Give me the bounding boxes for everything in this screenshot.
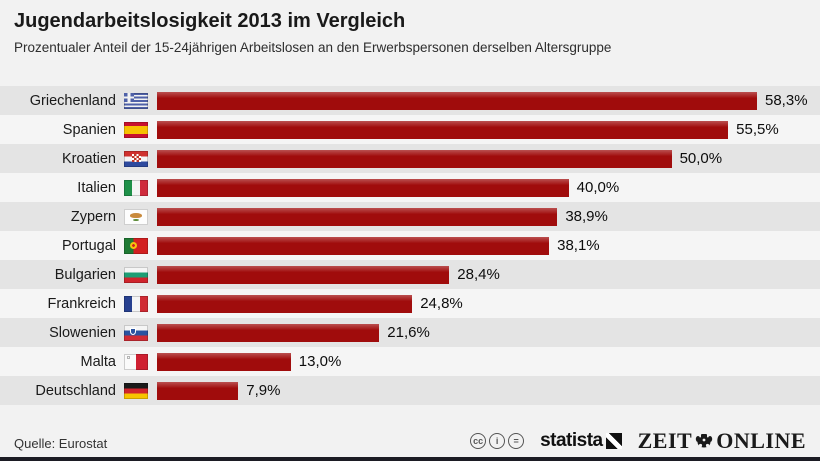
bar [157,178,569,197]
flag-greece-icon [124,92,148,109]
country-label: Portugal [61,237,116,254]
zeit-text-left: ZEIT [637,428,693,453]
footer-logos: cc i = statista ZEIT ONLINE [470,428,806,454]
chart-row: Spanien 55,5% [0,115,820,144]
cc-by-icon[interactable]: i [489,433,506,449]
chart-row: Bulgarien 28,4% [0,260,820,289]
chart-row: Zypern 38,9% [0,202,820,231]
statista-logo-mark-icon [605,433,622,449]
value-label: 21,6% [387,324,430,341]
flag-bulgaria-icon [124,266,148,283]
bar [157,352,291,371]
flag-italy-icon [124,179,148,196]
bar [157,381,239,400]
country-label: Kroatien [61,150,116,167]
flag-spain-icon [124,121,148,138]
bottom-strip [0,457,820,461]
bar-chart: Griechenland 58,3% Spanien 55,5% Kroatie… [0,86,820,405]
chart-row: Portugal 38,1% [0,231,820,260]
zeit-text-right: ONLINE [716,428,806,453]
country-label: Deutschland [35,382,116,399]
value-label: 58,3% [765,92,808,109]
cc-nd-icon[interactable]: = [508,433,525,449]
value-label: 28,4% [457,266,500,283]
flag-malta-icon [124,353,148,370]
bar [157,265,450,284]
bar [157,294,413,313]
chart-row: Griechenland 58,3% [0,86,820,115]
cc-cc-icon[interactable]: cc [470,433,487,449]
country-label: Italien [77,179,116,196]
country-label: Spanien [62,121,116,138]
cc-license-group[interactable]: cc i = [470,433,525,449]
flag-slovenia-icon [124,324,148,341]
chart-row: Slowenien 21,6% [0,318,820,347]
bar [157,207,558,226]
bar [157,120,729,139]
value-label: 7,9% [246,382,281,399]
value-label: 40,0% [576,179,620,196]
country-label: Bulgarien [54,266,116,283]
statista-logo[interactable]: statista [540,430,622,452]
bar [157,149,672,168]
source-label: Quelle: Eurostat [14,436,108,451]
country-label: Zypern [70,208,116,225]
flag-croatia-icon [124,150,148,167]
value-label: 24,8% [420,295,463,312]
flag-emblem [133,218,139,221]
chart-row: Italien 40,0% [0,173,820,202]
flag-emblem [131,154,141,162]
zeit-online-logo[interactable]: ZEIT ONLINE [638,428,806,454]
country-label: Malta [80,353,116,370]
value-label: 38,9% [565,208,608,225]
page-title: Jugendarbeitslosigkeit 2013 im Vergleich [14,10,406,32]
flag-emblem [127,355,130,359]
country-label: Griechenland [29,92,116,109]
page-subtitle: Prozentualer Anteil der 15-24jährigen Ar… [14,40,612,55]
flag-germany-icon [124,382,148,399]
chart-row: Malta 13,0% [0,347,820,376]
statista-logo-text: statista [540,430,603,451]
flag-emblem [124,92,134,102]
bar [157,236,550,255]
chart-row: Deutschland 7,9% [0,376,820,405]
value-label: 50,0% [679,150,723,167]
flag-emblem [130,327,136,335]
flag-emblem [130,242,137,249]
flag-france-icon [124,295,148,312]
value-label: 55,5% [736,121,779,138]
flag-emblem [130,212,142,218]
bar [157,323,380,342]
country-label: Slowenien [49,324,116,341]
country-label: Frankreich [47,295,117,312]
zeit-emblem-icon [696,434,713,448]
value-label: 38,1% [557,237,600,254]
value-label: 13,0% [298,353,342,370]
header: Jugendarbeitslosigkeit 2013 im Vergleich… [14,10,806,55]
flag-portugal-icon [124,237,148,254]
flag-cyprus-icon [124,208,148,225]
chart-row: Kroatien 50,0% [0,144,820,173]
chart-row: Frankreich 24,8% [0,289,820,318]
bar [157,91,757,110]
